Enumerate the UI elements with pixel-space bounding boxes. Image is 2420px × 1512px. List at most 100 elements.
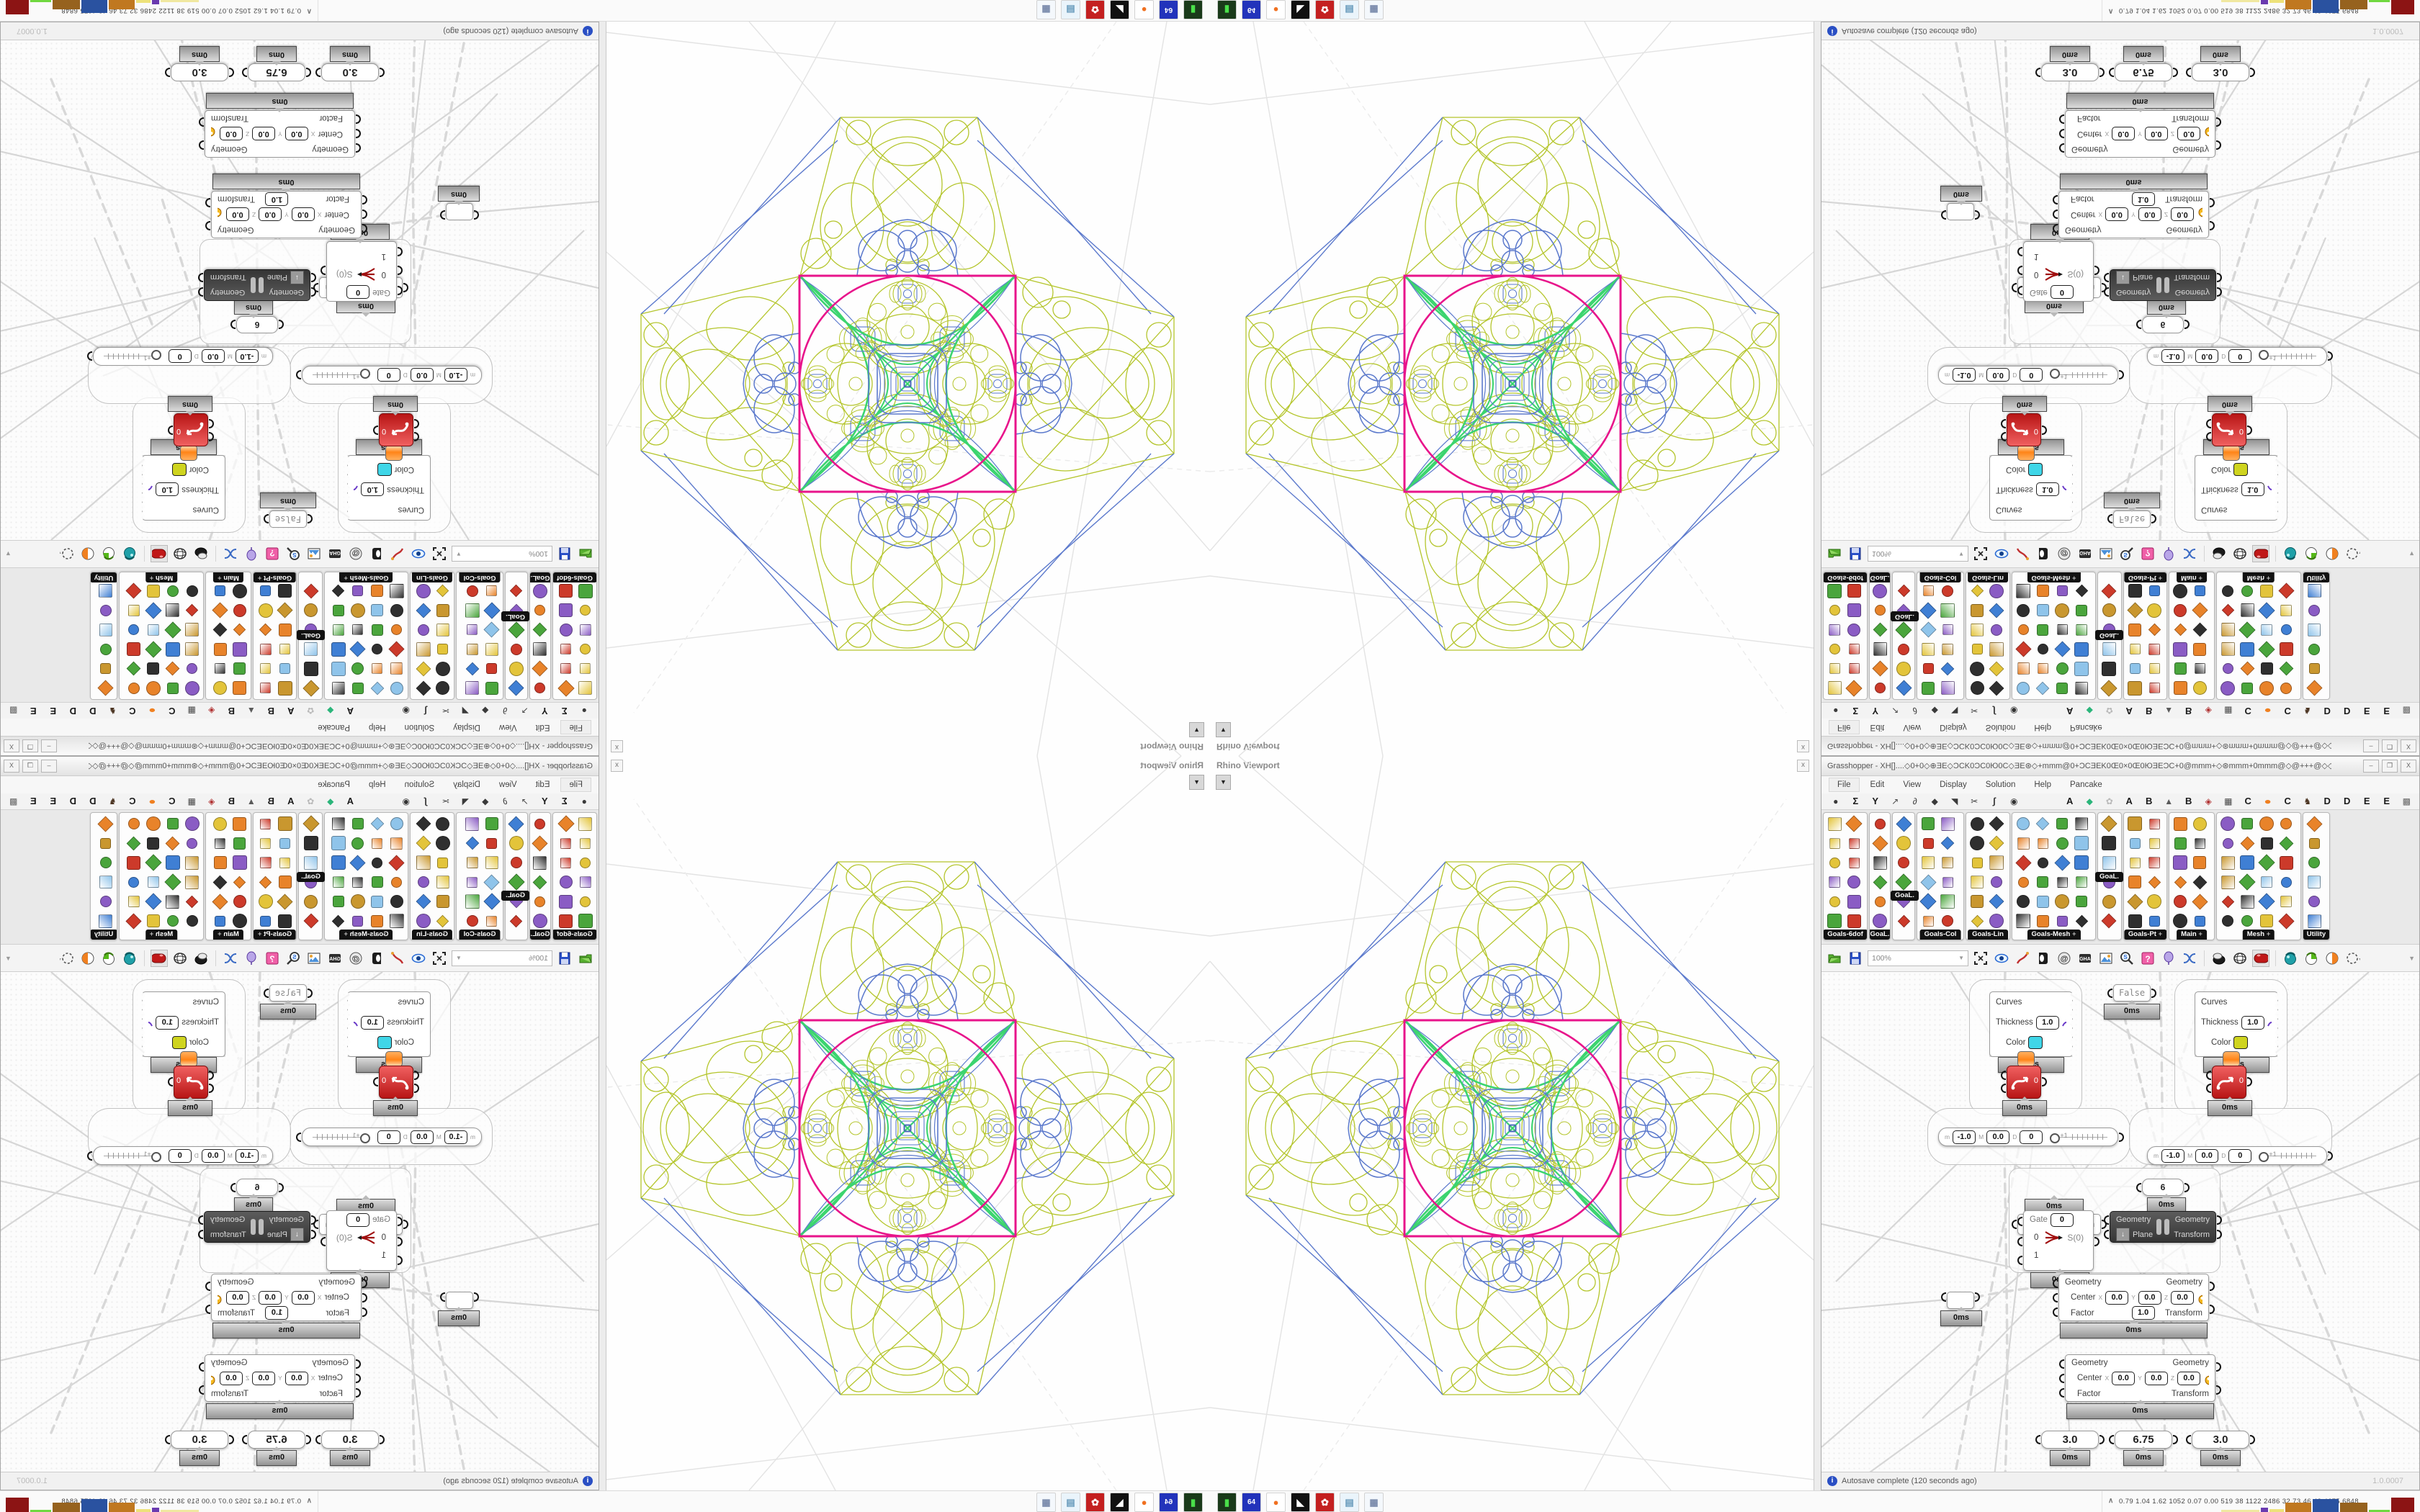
component-icon[interactable] (416, 835, 431, 851)
component-icon[interactable] (212, 913, 228, 929)
min-value[interactable]: -1.0 (235, 349, 259, 364)
zoom-level-select[interactable]: 100% ▼ (1868, 950, 1968, 966)
panel-label[interactable]: Utility (90, 572, 117, 582)
output-grip[interactable] (373, 1077, 378, 1086)
save-file-icon[interactable] (556, 950, 573, 967)
component-icon[interactable] (2192, 835, 2208, 851)
min-value[interactable]: -1.0 (1953, 368, 1976, 382)
component-icon[interactable] (2172, 894, 2188, 909)
max-value[interactable]: 0.0 (2195, 349, 2219, 364)
component-icon[interactable] (2054, 680, 2070, 696)
output-grip[interactable] (198, 1230, 203, 1239)
component-icon[interactable] (125, 912, 143, 930)
component-icon[interactable] (2146, 642, 2162, 657)
panel-label[interactable]: Mesh + (145, 930, 178, 940)
component-icon[interactable] (2259, 583, 2275, 599)
save-file-icon[interactable] (1847, 950, 1864, 967)
component-icon[interactable] (2101, 603, 2117, 618)
custom-preview-cluster[interactable]: Curves Thickness 1.0 Color (142, 991, 225, 1057)
panel-label[interactable]: Main + (213, 572, 243, 582)
component-icon[interactable] (350, 835, 366, 851)
output-grip[interactable] (2210, 1282, 2215, 1291)
category-tab-icon[interactable]: ◥ (462, 706, 469, 716)
component-icon[interactable] (2220, 583, 2236, 599)
component-icon[interactable] (1989, 816, 2004, 832)
component-icon[interactable] (465, 894, 480, 909)
component-icon[interactable] (508, 621, 525, 639)
category-tab-icon[interactable]: E (2383, 706, 2390, 716)
gha-installer-icon[interactable]: GHA (2076, 546, 2094, 563)
remote-balloon-icon[interactable] (2160, 950, 2177, 967)
panel-label[interactable]: GoaL. (1870, 930, 1890, 940)
component-icon[interactable] (484, 661, 500, 677)
output-grip[interactable] (205, 1282, 210, 1291)
number-panel[interactable]: 3.0 (2186, 1431, 2255, 1449)
category-tab-icon[interactable]: ◈ (2205, 706, 2212, 716)
category-tab-icon[interactable]: ✂ (1971, 706, 1978, 716)
component-icon[interactable] (98, 855, 114, 870)
tray-calculator-icon[interactable]: ▦ (1036, 1493, 1056, 1512)
component-icon[interactable] (98, 894, 114, 909)
slider-handle[interactable] (2050, 1133, 2061, 1143)
menu-item-display[interactable]: Display (1940, 723, 1967, 732)
floating-panel-chip[interactable]: GoaL. (501, 611, 529, 621)
component-icon[interactable] (126, 835, 142, 851)
component-icon[interactable] (302, 815, 320, 832)
component-icon[interactable] (532, 660, 549, 678)
find-loupe-icon[interactable]: S (284, 546, 302, 563)
component-icon[interactable] (1827, 680, 1842, 696)
component-icon[interactable] (258, 603, 274, 618)
component-icon[interactable] (1989, 894, 2004, 909)
menu-item-pancake[interactable]: Pancake (2070, 780, 2102, 789)
max-value[interactable]: 0.0 (1986, 368, 2010, 382)
error-component[interactable]: 0 (373, 1066, 419, 1099)
preview-wireframe-jellybean-icon[interactable] (171, 950, 189, 967)
component-icon[interactable] (184, 816, 200, 832)
component-icon[interactable] (2277, 912, 2295, 930)
component-icon[interactable] (2259, 661, 2275, 677)
component-icon[interactable] (1920, 855, 1936, 870)
component-icon[interactable] (578, 661, 593, 677)
output-grip[interactable] (2217, 1230, 2222, 1239)
tray-firefox-icon[interactable]: ● (1266, 0, 1286, 19)
number-panel[interactable]: 6.75 (2109, 63, 2178, 81)
component-icon[interactable] (2258, 641, 2275, 658)
hires-screenshot-icon[interactable] (2097, 950, 2115, 967)
component-icon[interactable] (2306, 603, 2322, 618)
menu-item-file[interactable]: File (1829, 720, 1860, 734)
component-icon[interactable] (2035, 874, 2051, 890)
component-icon[interactable] (465, 874, 480, 890)
component-icon[interactable] (435, 894, 451, 909)
component-icon[interactable] (2258, 854, 2275, 871)
component-icon[interactable] (1873, 583, 1887, 599)
component-icon[interactable] (258, 680, 274, 696)
component-icon[interactable] (1940, 642, 1955, 657)
component-icon[interactable] (369, 603, 385, 618)
component-icon[interactable] (350, 603, 366, 618)
component-icon[interactable] (2220, 874, 2236, 890)
preview-off-jellybean-icon[interactable] (2210, 546, 2228, 563)
component-icon[interactable] (533, 894, 547, 909)
component-icon[interactable] (126, 642, 142, 657)
z-value[interactable]: 0.0 (2177, 127, 2201, 141)
output-grip[interactable] (199, 1362, 204, 1372)
tray-notepad-icon[interactable]: ▤ (1061, 1493, 1080, 1512)
component-icon[interactable] (508, 913, 524, 929)
stream-filter-component[interactable]: Gate 0 0 S(0) 1 (2017, 1210, 2099, 1271)
component-icon[interactable] (2239, 894, 2255, 909)
output-grip[interactable] (205, 1305, 210, 1314)
category-tab-icon[interactable]: ✂ (442, 796, 449, 806)
component-icon[interactable] (2220, 680, 2236, 696)
remote-balloon-icon[interactable] (2160, 546, 2177, 563)
output-grip[interactable] (199, 140, 204, 150)
max-value[interactable]: 0.0 (410, 368, 434, 382)
component-icon[interactable] (416, 816, 431, 832)
component-icon[interactable] (331, 855, 346, 870)
component-icon[interactable] (416, 622, 431, 638)
component-icon[interactable] (578, 603, 593, 618)
component-icon[interactable] (212, 855, 228, 870)
component-icon[interactable] (435, 680, 451, 696)
menu-item-file[interactable]: File (560, 720, 591, 734)
component-icon[interactable] (508, 815, 525, 832)
